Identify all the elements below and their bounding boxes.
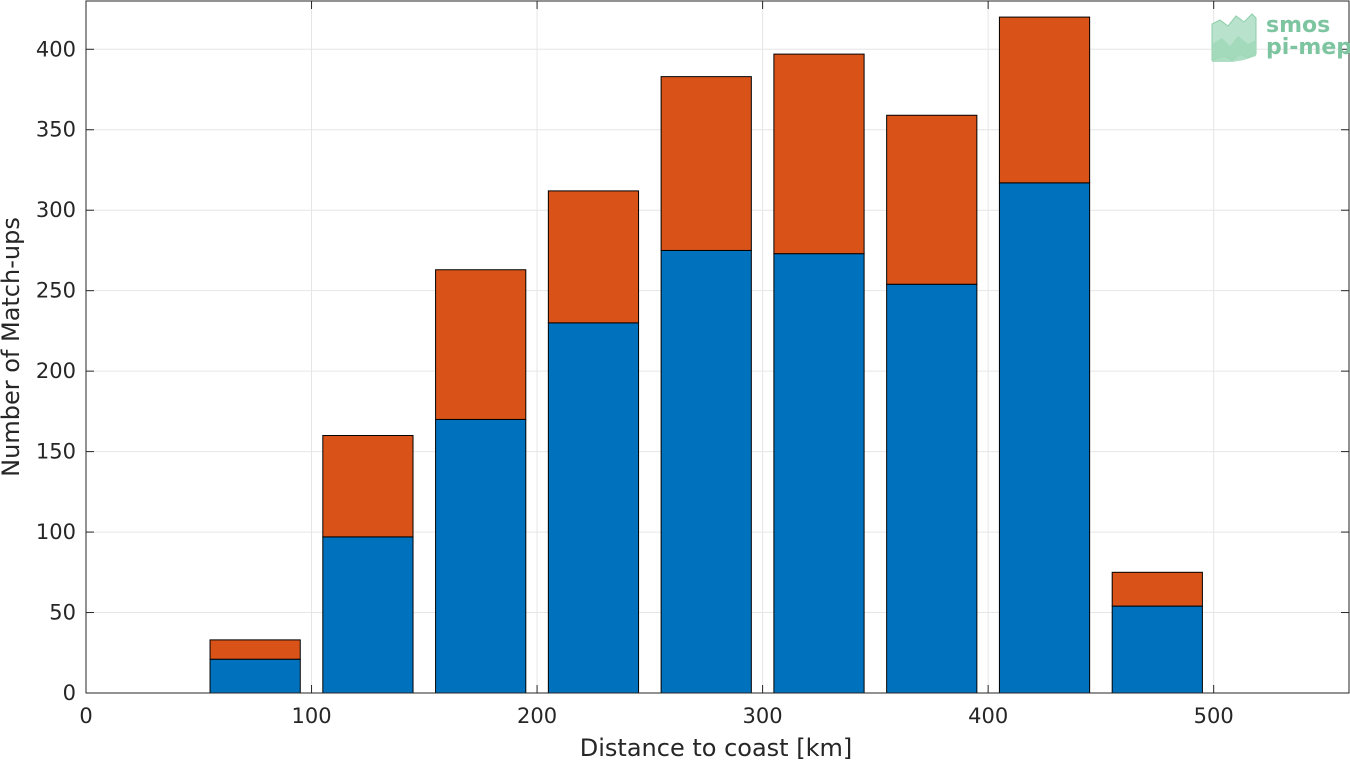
bar-series2 — [547, 190, 640, 324]
bar-series1 — [998, 182, 1091, 694]
logo-text-line1: smos — [1266, 13, 1330, 38]
x-tick-label: 300 — [743, 704, 783, 728]
bar-series1 — [660, 249, 752, 694]
bars — [209, 16, 1203, 694]
bar-series2 — [322, 435, 414, 538]
bar-series1 — [773, 253, 865, 694]
bar-series2 — [209, 639, 301, 660]
y-tick-label: 50 — [49, 601, 76, 625]
bar-series1 — [886, 283, 978, 694]
smos-pi-mep-logo: smos pi-mep — [1211, 13, 1350, 62]
bar-series1 — [1111, 605, 1203, 694]
y-tick-label: 250 — [36, 279, 76, 303]
bar-series2 — [886, 114, 978, 285]
bar-series2 — [1111, 571, 1203, 607]
y-tick-labels: 0 50 100 150 200 250 300 350 400 — [36, 37, 76, 705]
y-tick-label: 0 — [63, 681, 76, 705]
y-tick-label: 150 — [36, 440, 76, 464]
logo-wave-front-icon — [1212, 36, 1256, 62]
x-tick-label: 100 — [291, 704, 331, 728]
plot-box — [85, 0, 1350, 694]
bar-series2 — [660, 76, 752, 251]
y-tick-label: 300 — [36, 198, 76, 222]
y-axis-label: Number of Match-ups — [0, 217, 25, 477]
bar-series1 — [547, 322, 640, 694]
y-tick-label: 350 — [36, 118, 76, 142]
x-tick-label: 400 — [968, 704, 1008, 728]
x-tick-label: 0 — [79, 704, 92, 728]
x-tick-label: 200 — [517, 704, 557, 728]
axes — [85, 0, 1350, 694]
bar-series1 — [435, 418, 527, 694]
bar-series2 — [773, 53, 865, 255]
bar-series2 — [998, 16, 1091, 184]
x-tick-labels: 0 100 200 300 400 500 — [79, 704, 1233, 728]
bar-series1 — [322, 536, 414, 694]
y-tick-label: 200 — [36, 359, 76, 383]
bar-series1 — [209, 658, 301, 694]
bar-series2 — [435, 269, 527, 420]
x-tick-label: 500 — [1194, 704, 1234, 728]
y-tick-label: 100 — [36, 520, 76, 544]
x-axis-label: Distance to coast [km] — [580, 734, 852, 761]
logo-text-line2: pi-mep — [1266, 35, 1350, 60]
y-tick-label: 400 — [36, 37, 76, 61]
